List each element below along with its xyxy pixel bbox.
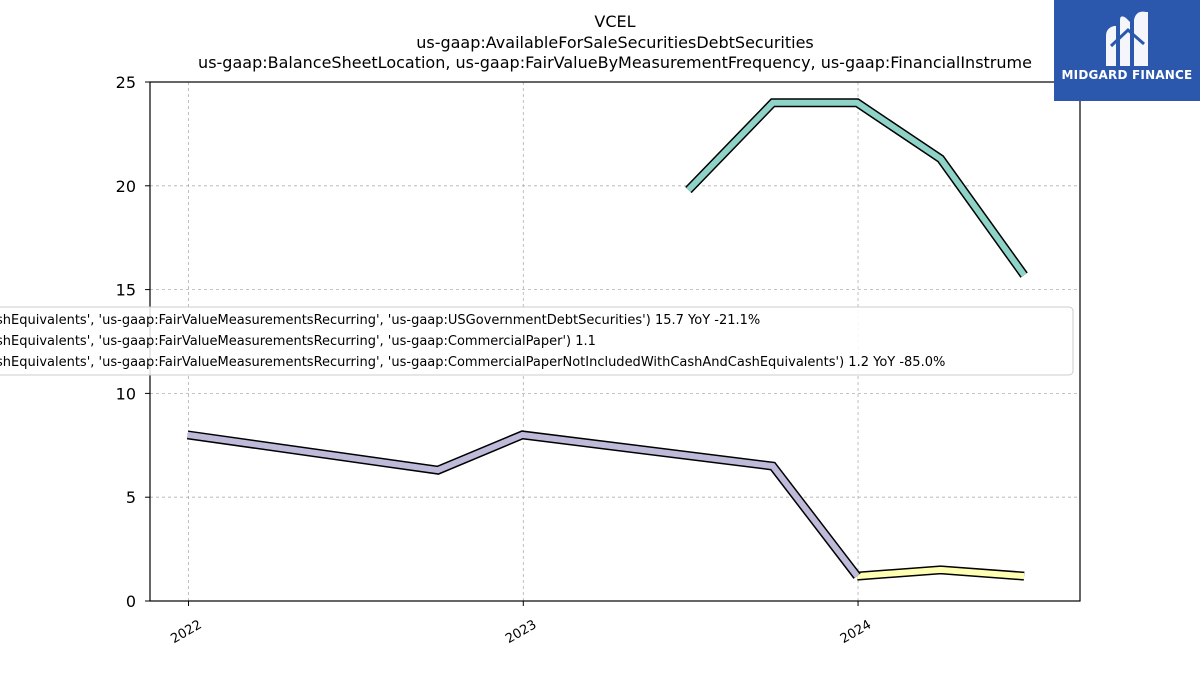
chart-title-line-2: us-gaap:AvailableForSaleSecuritiesDebtSe… [416, 33, 814, 52]
y-tick-label: 0 [126, 592, 136, 611]
chart-title: VCEL us-gaap:AvailableForSaleSecuritiesD… [198, 12, 1032, 72]
brand-name: MIDGARD FINANCE [1061, 68, 1193, 82]
y-tick-label: 20 [116, 177, 136, 196]
legend-box [0, 306, 1074, 376]
legend-entry-1: shEquivalents', 'us-gaap:FairValueMeasur… [0, 334, 596, 349]
legend-entry-2: shEquivalents', 'us-gaap:FairValueMeasur… [0, 355, 945, 370]
chart-title-line-3: us-gaap:BalanceSheetLocation, us-gaap:Fa… [198, 53, 1032, 72]
y-tick-label: 15 [116, 281, 136, 300]
series-line-2 [187, 431, 860, 578]
series-line-0 [686, 99, 1027, 277]
x-tick-label: 2022 [168, 617, 204, 647]
x-tick-label: 2023 [503, 617, 539, 647]
midgard-finance-logo: MIDGARD FINANCE [1054, 0, 1200, 101]
y-tick-label: 5 [126, 488, 136, 507]
chart-title-line-1: VCEL [594, 12, 635, 31]
series-layer [186, 98, 1028, 581]
y-tick-label: 25 [116, 73, 136, 92]
series-outline-0 [685, 98, 1028, 278]
y-tick-label: 10 [116, 384, 136, 403]
x-tick-label: 2024 [838, 617, 874, 647]
midgard-logo-icon [1106, 11, 1148, 66]
legend: shEquivalents', 'us-gaap:FairValueMeasur… [0, 306, 1074, 376]
series-outline-2 [186, 430, 861, 579]
legend-entry-0: shEquivalents', 'us-gaap:FairValueMeasur… [0, 313, 760, 328]
